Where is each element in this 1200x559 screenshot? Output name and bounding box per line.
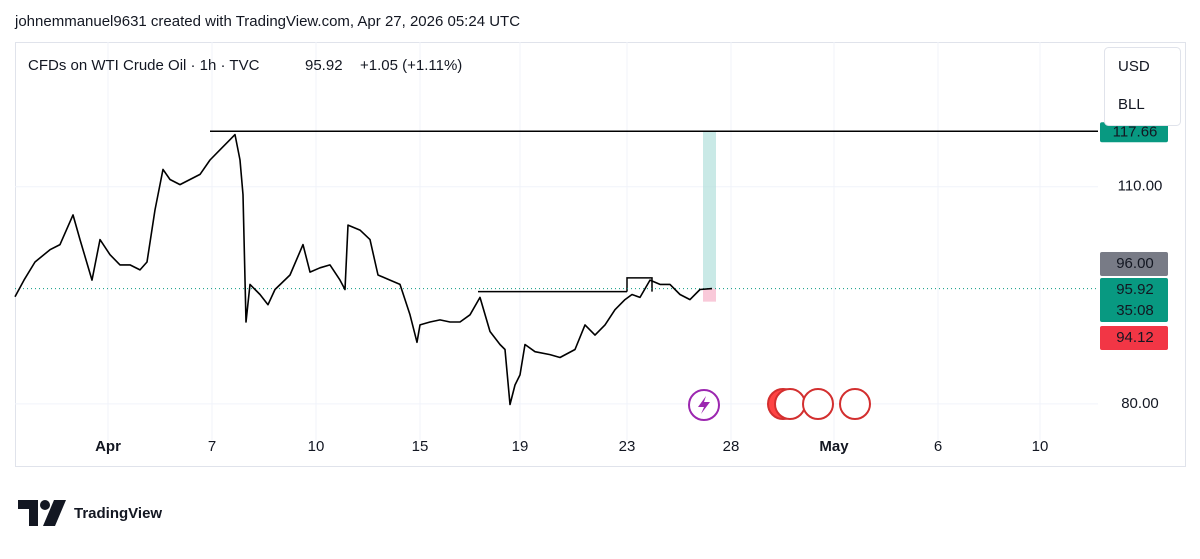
event-icons[interactable] — [688, 388, 871, 421]
stop-label: 94.12 — [1116, 329, 1154, 346]
x-tick-label: 6 — [934, 438, 942, 455]
target-label-box — [1100, 122, 1168, 143]
logo-mark — [18, 500, 38, 526]
symbol-title: CFDs on WTI Crude Oil · 1h · TVC — [28, 57, 260, 74]
brand: TradingView — [74, 505, 162, 522]
countdown-label: 35:08 — [1116, 302, 1154, 319]
stop-label-box — [1100, 326, 1168, 350]
x-tick-label: 10 — [308, 438, 325, 455]
price-line — [14, 133, 713, 406]
target-label: 117.66 — [1113, 123, 1158, 140]
last-price-box — [1100, 278, 1168, 322]
unit[interactable]: BLL — [1118, 96, 1145, 113]
logo-mark — [43, 500, 66, 526]
x-tick-label: 10 — [1032, 438, 1049, 455]
ask-label-box — [1100, 252, 1168, 276]
y-tick-label: 80.00 — [1121, 395, 1159, 412]
x-tick-label: 15 — [412, 438, 429, 455]
header-price: 95.92 — [305, 57, 343, 74]
currency[interactable]: USD — [1118, 58, 1150, 75]
attribution: johnemmanuel9631 created with TradingVie… — [14, 13, 520, 30]
x-tick-label: 28 — [723, 438, 740, 455]
x-tick-label: 7 — [208, 438, 216, 455]
chart-frame — [15, 42, 1186, 467]
x-tick-label: Apr — [95, 438, 121, 455]
position-target — [703, 131, 716, 289]
x-tick-label: 19 — [512, 438, 529, 455]
logo-dot — [40, 500, 50, 510]
lightning — [698, 396, 710, 414]
event-icon[interactable] — [839, 388, 871, 420]
header-change: +1.05 (+1.11%) — [360, 57, 462, 74]
logo — [18, 500, 66, 526]
last-price-label: 95.92 — [1116, 281, 1154, 298]
level-box — [626, 277, 653, 292]
event-icon[interactable] — [802, 388, 834, 420]
y-tick-label: 110.00 — [1118, 178, 1163, 195]
position-stop — [703, 288, 716, 302]
x-tick-label: May — [819, 438, 849, 455]
x-tick-label: 23 — [619, 438, 636, 455]
currency-box[interactable] — [1104, 47, 1181, 126]
ask-label: 96.00 — [1116, 255, 1154, 272]
event-icon[interactable] — [774, 388, 806, 420]
